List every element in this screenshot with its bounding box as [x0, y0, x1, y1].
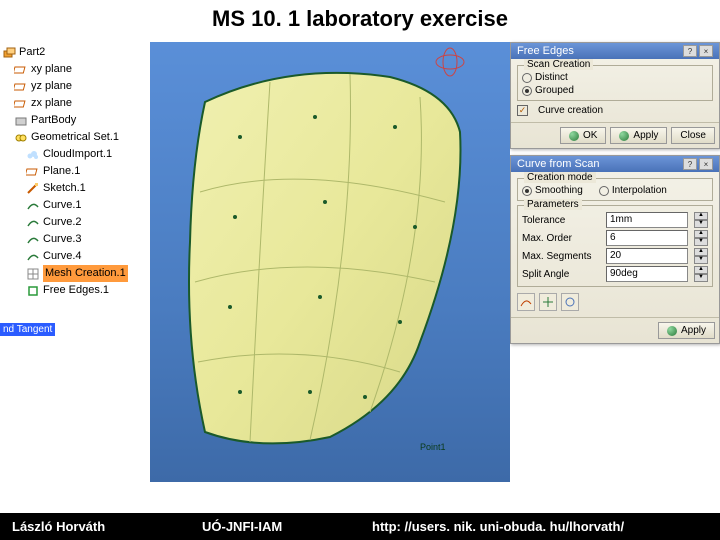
tree-item[interactable]: Mesh Creation.1 — [0, 265, 150, 282]
footer-url: http: //users. nik. uni-obuda. hu/lhorva… — [372, 519, 624, 534]
cloud-icon — [26, 148, 40, 162]
tree-item[interactable]: xy plane — [0, 61, 150, 78]
tree-item[interactable]: Curve.1 — [0, 197, 150, 214]
group-label: Parameters — [524, 199, 582, 210]
tree-root[interactable]: Part2 — [0, 44, 150, 61]
group-label: Scan Creation — [524, 59, 593, 70]
floating-tag: nd Tangent — [0, 323, 55, 336]
dialog-title: Curve from Scan — [517, 158, 600, 170]
dialog-title: Free Edges — [517, 45, 574, 57]
footer-institution: UÓ-JNFI-IAM — [202, 519, 372, 534]
globe-icon — [569, 131, 579, 141]
free-edges-dialog: Free Edges ? × Scan Creation Distinct Gr… — [510, 42, 720, 149]
tree-item[interactable]: Plane.1 — [0, 163, 150, 180]
tree-item-label: Curve.3 — [43, 231, 82, 248]
apply-button[interactable]: Apply — [658, 322, 715, 339]
checkbox-icon — [517, 105, 528, 116]
plane-icon — [14, 97, 28, 111]
body-icon — [14, 114, 28, 128]
close-button[interactable]: Close — [671, 127, 715, 144]
tree-item-label: Sketch.1 — [43, 180, 86, 197]
tool-icon[interactable] — [539, 293, 557, 311]
tree-item-label: xy plane — [31, 61, 72, 78]
curve-icon — [26, 216, 40, 230]
part-icon — [2, 46, 16, 60]
tree-item[interactable]: yz plane — [0, 78, 150, 95]
tree-item-label: CloudImport.1 — [43, 146, 112, 163]
gset-icon — [14, 131, 28, 145]
label-max-order: Max. Order — [522, 233, 600, 244]
plane-icon — [26, 165, 40, 179]
tree-item-label: Free Edges.1 — [43, 282, 109, 299]
mesh-icon — [26, 267, 40, 281]
tree-item-label: PartBody — [31, 112, 76, 129]
sketch-icon — [26, 182, 40, 196]
radio-smoothing[interactable]: Smoothing — [522, 185, 583, 196]
curve-from-scan-dialog: Curve from Scan ? × Creation mode Smooth… — [510, 155, 720, 344]
label-split-angle: Split Angle — [522, 269, 600, 280]
help-button[interactable]: ? — [683, 45, 697, 57]
tree-item[interactable]: Free Edges.1 — [0, 282, 150, 299]
spec-tree[interactable]: Part2 xy plane yz plane zx plane PartBod… — [0, 42, 150, 482]
surface-model — [150, 42, 510, 482]
tree-item[interactable]: Curve.2 — [0, 214, 150, 231]
close-icon[interactable]: × — [699, 45, 713, 57]
tool-icon[interactable] — [561, 293, 579, 311]
tree-item-label: Plane.1 — [43, 163, 80, 180]
3d-viewport[interactable]: Point1 — [150, 42, 510, 482]
tool-icon[interactable] — [517, 293, 535, 311]
checkbox-curve-creation[interactable]: Curve creation — [517, 105, 713, 116]
spinner[interactable]: ▲▼ — [694, 266, 708, 282]
spinner[interactable]: ▲▼ — [694, 212, 708, 228]
plane-icon — [14, 80, 28, 94]
tree-root-label: Part2 — [19, 44, 45, 61]
apply-button[interactable]: Apply — [610, 127, 667, 144]
close-icon[interactable]: × — [699, 158, 713, 170]
tree-item-label: Curve.1 — [43, 197, 82, 214]
radio-interpolation[interactable]: Interpolation — [599, 185, 667, 196]
radio-distinct[interactable]: Distinct — [522, 72, 568, 83]
point-label: Point1 — [420, 442, 446, 452]
input-split-angle[interactable]: 90deg — [606, 266, 688, 282]
tree-item-label: Curve.4 — [43, 248, 82, 265]
group-label: Creation mode — [524, 172, 596, 183]
spinner[interactable]: ▲▼ — [694, 248, 708, 264]
page-title: MS 10. 1 laboratory exercise — [0, 0, 720, 42]
tree-item[interactable]: PartBody — [0, 112, 150, 129]
tree-item[interactable]: Sketch.1 — [0, 180, 150, 197]
tree-item-label: zx plane — [31, 95, 72, 112]
footer-author: László Horváth — [12, 519, 202, 534]
input-max-segments[interactable]: 20 — [606, 248, 688, 264]
tree-item[interactable]: zx plane — [0, 95, 150, 112]
curve-icon — [26, 199, 40, 213]
globe-icon — [619, 131, 629, 141]
help-button[interactable]: ? — [683, 158, 697, 170]
tree-item-label: yz plane — [31, 78, 72, 95]
label-max-segments: Max. Segments — [522, 251, 600, 262]
tree-item[interactable]: Geometrical Set.1 — [0, 129, 150, 146]
tree-item[interactable]: CloudImport.1 — [0, 146, 150, 163]
radio-grouped[interactable]: Grouped — [522, 85, 574, 96]
input-max-order[interactable]: 6 — [606, 230, 688, 246]
spinner[interactable]: ▲▼ — [694, 230, 708, 246]
curve-icon — [26, 233, 40, 247]
curve-icon — [26, 250, 40, 264]
footer: László Horváth UÓ-JNFI-IAM http: //users… — [0, 513, 720, 540]
label-tolerance: Tolerance — [522, 215, 600, 226]
tree-item[interactable]: Curve.3 — [0, 231, 150, 248]
dialog-titlebar[interactable]: Curve from Scan ? × — [511, 156, 719, 172]
input-tolerance[interactable]: 1mm — [606, 212, 688, 228]
tree-item[interactable]: Curve.4 — [0, 248, 150, 265]
globe-icon — [667, 326, 677, 336]
plane-icon — [14, 63, 28, 77]
edges-icon — [26, 284, 40, 298]
tree-item-label: Mesh Creation.1 — [43, 265, 128, 282]
tree-item-label: Curve.2 — [43, 214, 82, 231]
dialog-titlebar[interactable]: Free Edges ? × — [511, 43, 719, 59]
tree-item-label: Geometrical Set.1 — [31, 129, 119, 146]
ok-button[interactable]: OK — [560, 127, 606, 144]
